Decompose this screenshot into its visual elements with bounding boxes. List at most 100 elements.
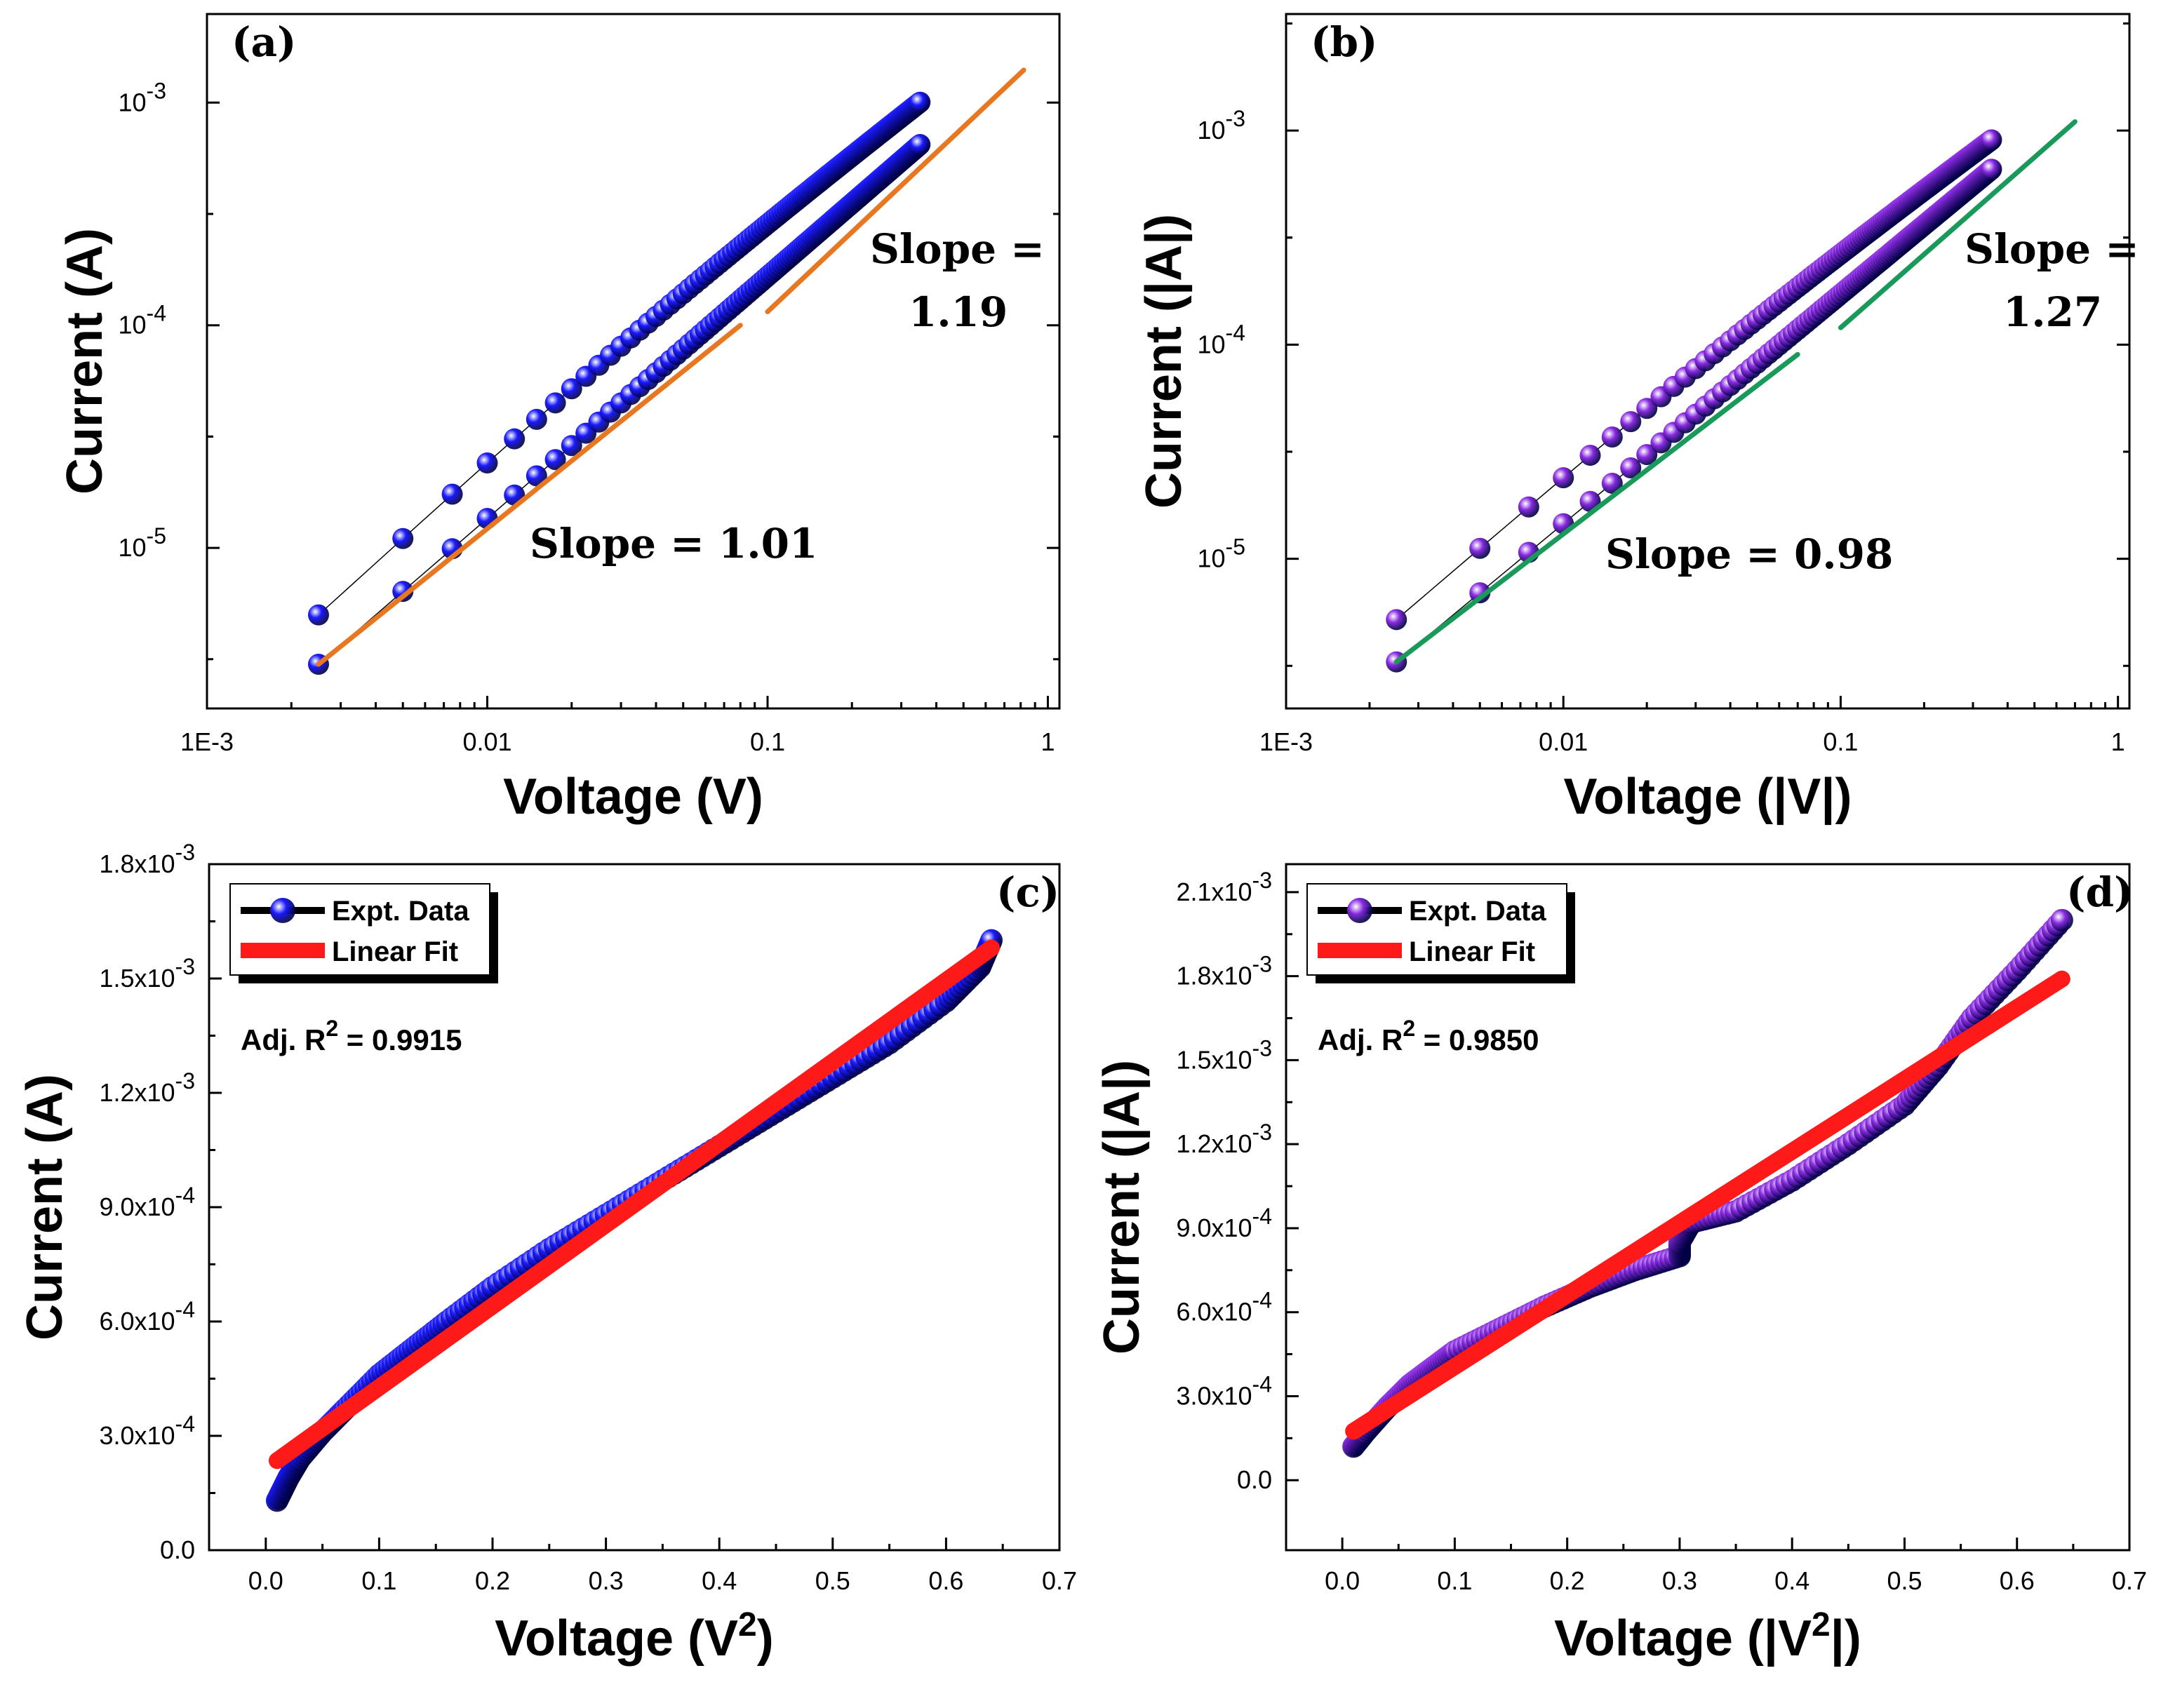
- x-tick-label: 0.1: [750, 727, 785, 756]
- legend-box: [1306, 883, 1567, 976]
- x-tick-label: 0.1: [1823, 727, 1858, 756]
- fit-line: [1393, 351, 1800, 665]
- y-tick-label: 1.5x10-3: [1176, 1035, 1272, 1074]
- data-point: [526, 465, 547, 487]
- x-tick-label: 0.1: [1437, 1566, 1472, 1595]
- y-tick-label: 1.5x10-3: [99, 954, 195, 993]
- data-point: [2050, 908, 2073, 932]
- y-tick-label: 10-4: [119, 301, 167, 339]
- chart-panel-b: 1E-3 0.01 0.1 1 10-5 10-4 10-3 Voltage (|V|) Cur…: [1136, 13, 2139, 825]
- data-point: [307, 604, 329, 626]
- data-point: [1579, 445, 1601, 466]
- x-tick-label: 0.5: [815, 1566, 850, 1595]
- data-point: [1636, 398, 1658, 419]
- data-point: [544, 449, 566, 471]
- x-axis-title: Voltage (V2): [495, 1606, 773, 1667]
- y-tick-label: 10-4: [1198, 320, 1246, 358]
- panel-label: (c): [996, 868, 1059, 916]
- y-tick-label: 1.8x10-3: [1176, 952, 1272, 990]
- data-point: [1386, 609, 1407, 631]
- linear-fit-line: [1345, 970, 2070, 1440]
- data-point: [1469, 582, 1491, 604]
- data-point: [441, 483, 463, 505]
- x-tick-label: 0.6: [2000, 1566, 2035, 1595]
- x-axis-title: Voltage (|V|): [1564, 769, 1852, 825]
- legend-expt-label: Expt. Data: [332, 896, 469, 927]
- chart-panel-d: 0.0 0.1 0.2 0.3 0.4 0.5 0.6 0.7 0.0 3.0x10-4 6.0x1…: [1094, 863, 2147, 1667]
- panel-label: (a): [232, 18, 296, 66]
- data-point: [909, 134, 931, 156]
- data-point: [909, 91, 931, 113]
- x-tick-label: 0.6: [928, 1566, 963, 1595]
- x-tick-label: 0.2: [475, 1566, 510, 1595]
- data-point: [1620, 457, 1642, 479]
- chart-panel-a: 1E-3 0.01 0.1 1 10-5 10-4 10-3 Voltage (V) Curre…: [57, 13, 1061, 825]
- x-tick-label: 1E-3: [1259, 727, 1313, 756]
- data-point: [476, 452, 498, 473]
- legend-fit-label: Linear Fit: [1409, 936, 1535, 967]
- panel-label: (d): [2066, 868, 2133, 916]
- slope-label-low: Slope = 0.98: [1605, 530, 1893, 578]
- x-axis-title: Voltage (V): [503, 769, 763, 825]
- y-tick-label: 0.0: [1237, 1465, 1272, 1494]
- x-tick-label: 0.01: [462, 727, 511, 756]
- fit-line: [765, 67, 1026, 314]
- y-axis-title: Current (A): [17, 1074, 73, 1340]
- x-tick-label: 1: [1041, 727, 1055, 756]
- panel-label: (b): [1311, 18, 1377, 66]
- x-axis-title: Voltage (|V2|): [1554, 1606, 1861, 1667]
- r-squared-label: Adj. R2 = 0.9850: [1318, 1016, 1539, 1056]
- x-tick-label: 0.3: [1662, 1566, 1697, 1595]
- data-point: [1981, 159, 2002, 180]
- data-point: [392, 581, 414, 603]
- data-point: [392, 527, 414, 549]
- legend-expt-marker: [1347, 898, 1372, 923]
- y-axis-title: Current (|A|): [1094, 1060, 1150, 1354]
- r-squared-label: Adj. R2 = 0.9915: [241, 1016, 462, 1056]
- x-tick-label: 0.01: [1539, 727, 1588, 756]
- y-tick-label: 10-3: [1198, 106, 1246, 144]
- plot-frame: [1285, 863, 2131, 1552]
- y-tick-label: 3.0x10-4: [1176, 1371, 1272, 1410]
- y-axis-title: Current (|A|): [1136, 214, 1192, 509]
- data-point: [561, 435, 582, 457]
- data-point: [544, 392, 566, 414]
- y-tick-label: 0.0: [160, 1535, 195, 1564]
- data-point: [1636, 444, 1658, 466]
- x-tick-label: 0.7: [2112, 1566, 2147, 1595]
- data-point: [526, 408, 547, 430]
- x-tick-label: 0.4: [1774, 1566, 1809, 1595]
- x-tick-label: 0.4: [702, 1566, 737, 1595]
- legend-box: [229, 883, 490, 976]
- linear-fit-line: [268, 939, 1001, 1470]
- legend: Expt. Data Linear Fit: [1306, 883, 1575, 983]
- x-tick-label: 0.2: [1550, 1566, 1585, 1595]
- slope-label-high-line1: Slope =: [1965, 225, 2139, 273]
- y-tick-label: 1.8x10-3: [99, 840, 195, 878]
- data-point: [504, 428, 526, 450]
- x-tick-label: 0.0: [1325, 1566, 1360, 1595]
- y-tick-label: 6.0x10-4: [99, 1297, 195, 1336]
- slope-label-low: Slope = 1.01: [530, 520, 817, 567]
- x-tick-label: 0.3: [589, 1566, 624, 1595]
- x-tick-label: 1E-3: [180, 727, 234, 756]
- data-point: [1620, 411, 1642, 433]
- data-point: [1601, 426, 1623, 448]
- legend-fit-label: Linear Fit: [332, 936, 458, 967]
- plot-frame: [206, 13, 1061, 710]
- y-tick-label: 3.0x10-4: [99, 1411, 195, 1450]
- x-tick-label: 0.5: [1887, 1566, 1922, 1595]
- legend-expt-marker: [270, 898, 295, 923]
- data-point: [561, 378, 582, 400]
- y-axis-title: Current (A): [57, 228, 113, 495]
- data-point: [1553, 467, 1574, 489]
- x-tick-label: 0.0: [248, 1566, 283, 1595]
- y-tick-label: 2.1x10-3: [1176, 868, 1272, 906]
- fit-line: [316, 323, 743, 667]
- legend: Expt. Data Linear Fit: [229, 883, 498, 983]
- slope-label-high-line2: 1.27: [2003, 288, 2102, 336]
- y-tick-label: 9.0x10-4: [99, 1183, 195, 1221]
- slope-label-high-line2: 1.19: [909, 288, 1008, 336]
- plot-frame: [1285, 13, 2131, 710]
- y-tick-label: 9.0x10-4: [1176, 1204, 1272, 1242]
